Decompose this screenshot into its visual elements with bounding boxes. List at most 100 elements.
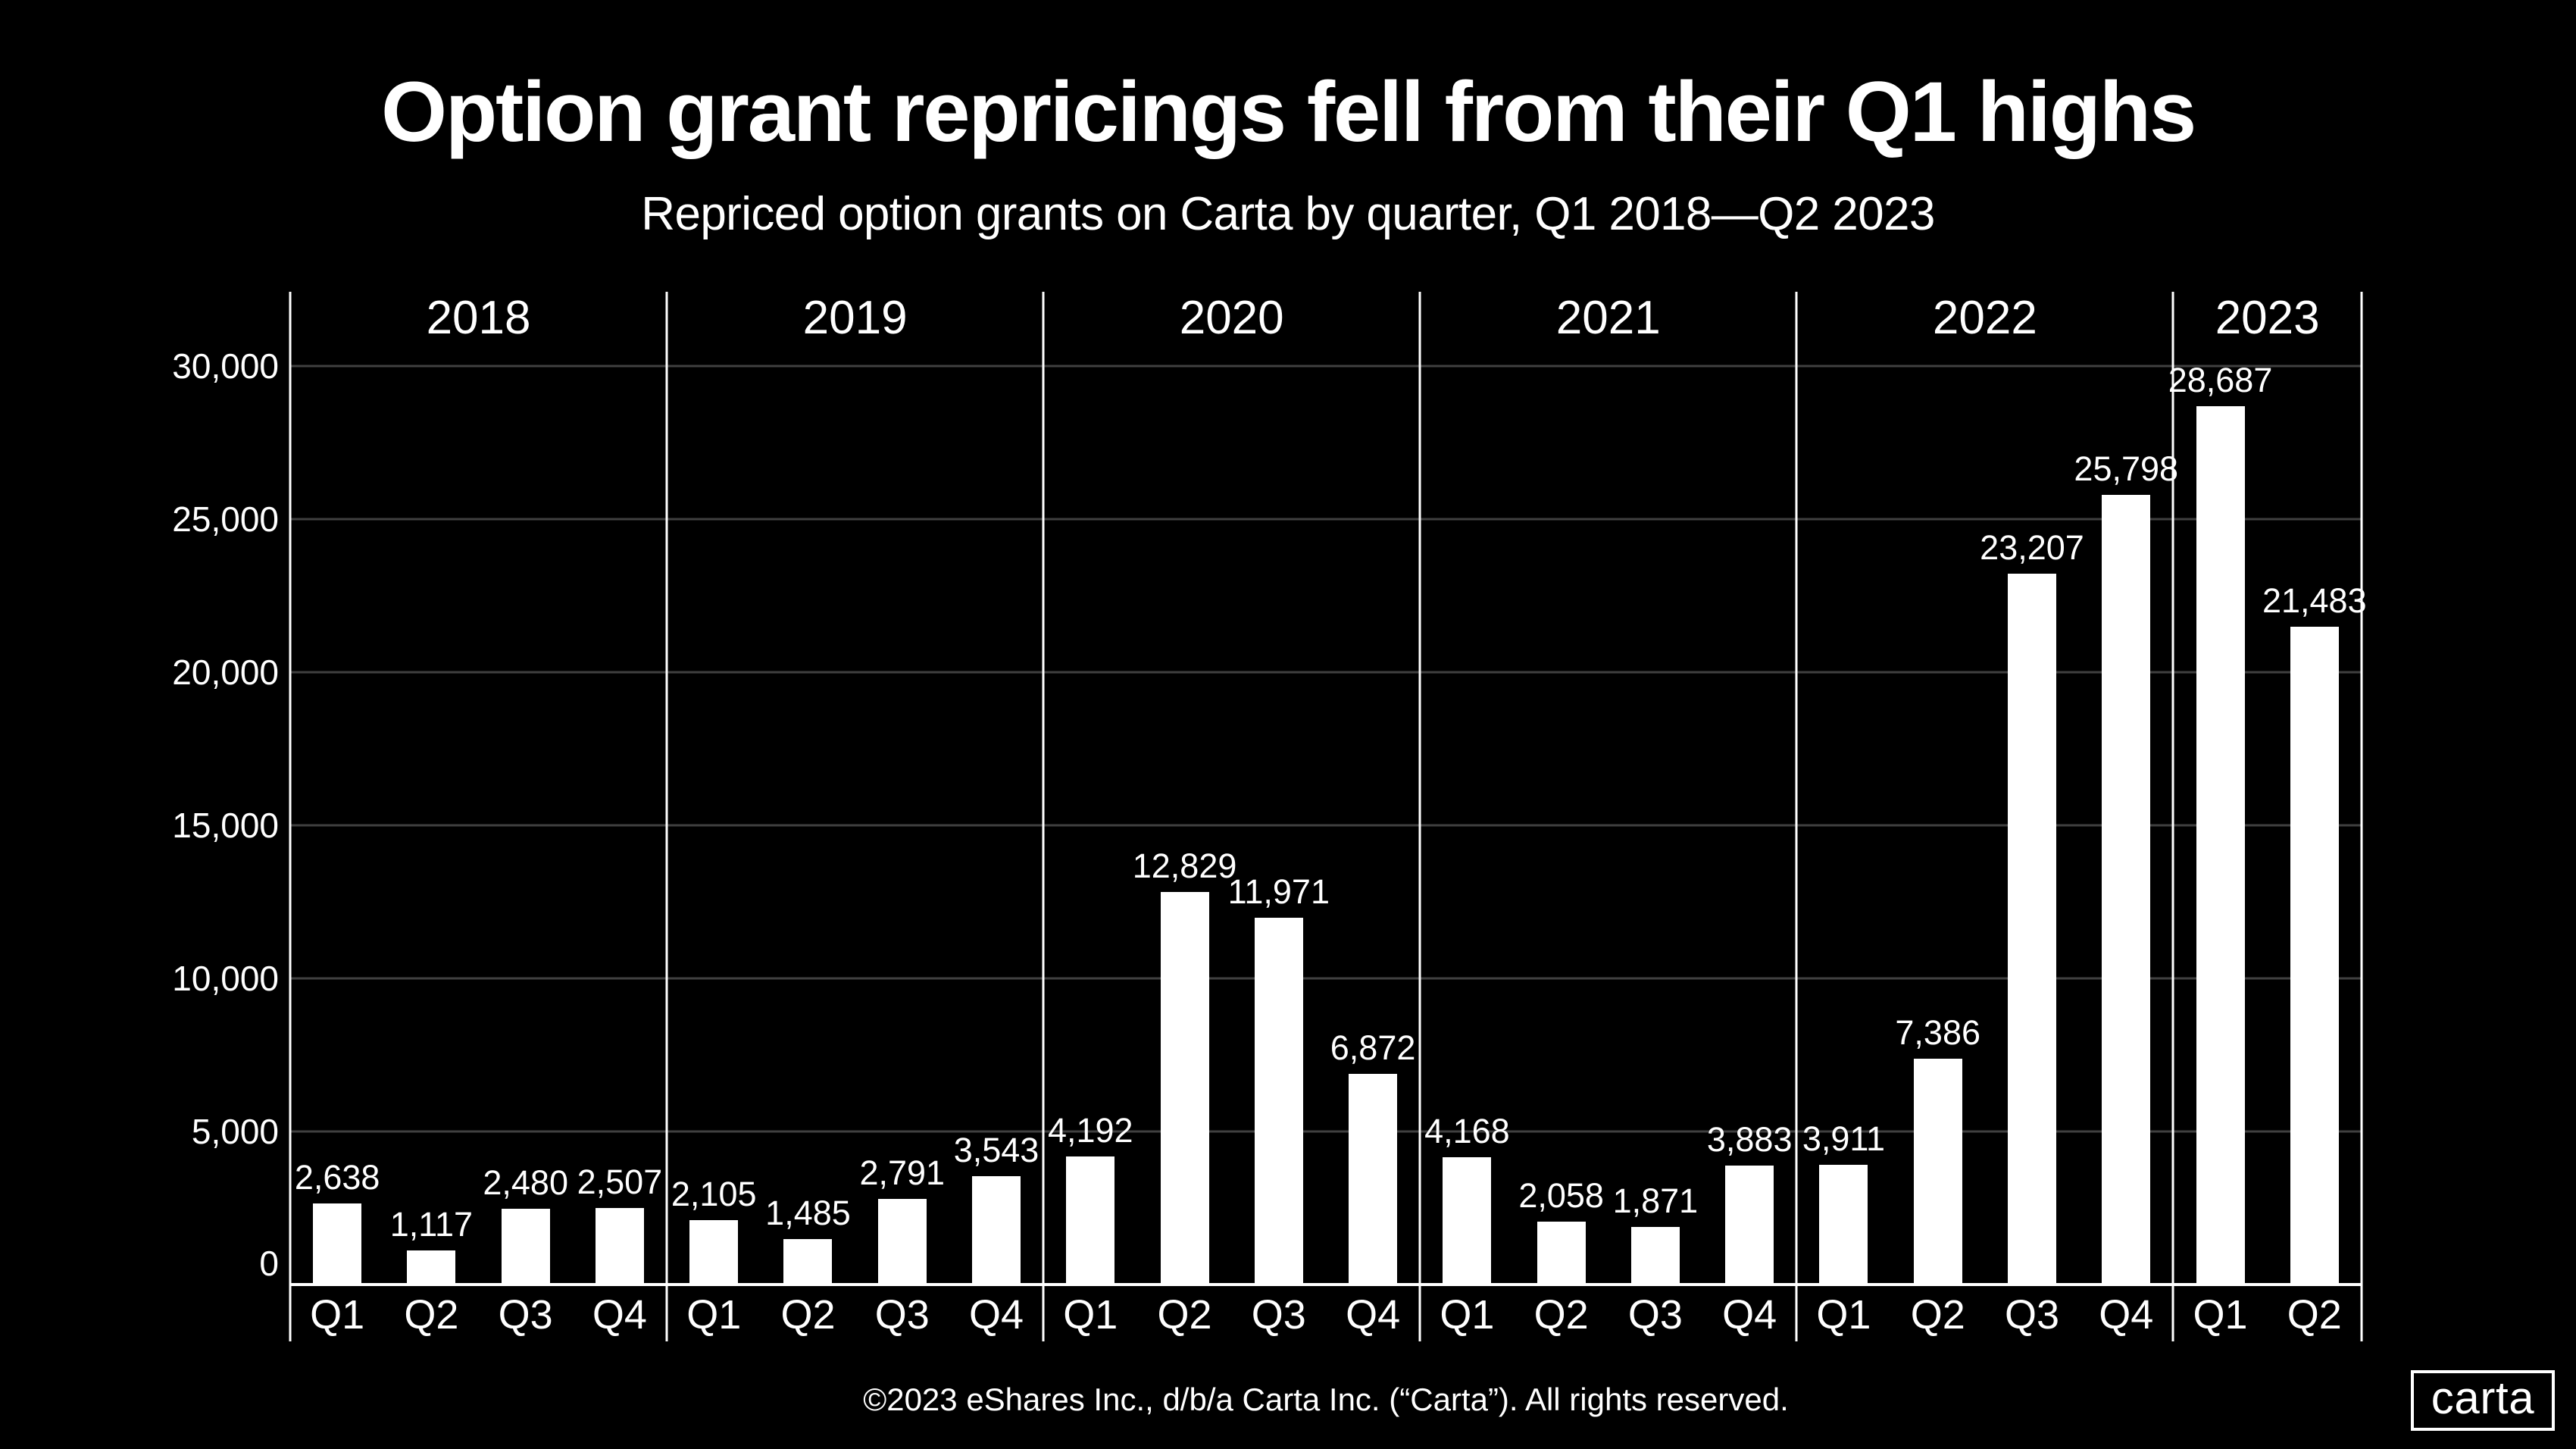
footer-copyright: ©2023 eShares Inc., d/b/a Carta Inc. (“C… [863,1382,1789,1417]
y-axis-tick-label: 10,000 [172,959,279,998]
x-axis-quarter-label: Q2 [404,1292,459,1338]
bar-value-label: 2,791 [859,1153,946,1193]
bar-2021-q1 [1443,1156,1492,1285]
x-axis-quarter-label: Q3 [1627,1292,1683,1338]
bar-value-label: 7,386 [1895,1012,1981,1052]
x-axis-quarter-label: Q4 [2099,1292,2154,1338]
x-axis-quarter-label: Q2 [2287,1292,2342,1338]
bar-2019-q3 [877,1199,927,1285]
bar-2018-q4 [595,1207,644,1285]
year-separator-line [1795,292,1798,1341]
bar-value-label: 25,798 [2074,449,2179,488]
bar-value-label: 3,911 [1802,1119,1886,1158]
x-axis-quarter-label: Q3 [2004,1292,2060,1338]
carta-logo: carta [2411,1370,2555,1431]
x-axis-quarter-label: Q2 [780,1292,836,1338]
bar-value-label: 2,480 [483,1163,568,1202]
chart-title: Option grant repricings fell from their … [380,64,2196,159]
x-axis-quarter-label: Q2 [1910,1292,1965,1338]
year-label-2022: 2022 [1932,292,2037,344]
bar-2018-q1 [313,1203,362,1285]
bar-value-label: 28,687 [2168,361,2273,400]
chart-subtitle: Repriced option grants on Carta by quart… [641,188,1935,240]
bar-value-label: 2,507 [577,1162,663,1201]
year-separator-line [2360,292,2363,1341]
bar-value-label: 3,883 [1706,1120,1793,1160]
bar-value-label: 6,872 [1330,1028,1416,1068]
y-axis-tick-label: 15,000 [172,806,279,845]
x-axis-quarter-label: Q4 [592,1292,647,1338]
year-separator-line [2171,292,2174,1341]
bar-value-label: 2,058 [1518,1175,1604,1215]
x-axis-quarter-label: Q1 [686,1292,742,1338]
x-axis-quarter-label: Q4 [968,1292,1024,1338]
y-gridline [290,671,2362,674]
y-axis-line [289,292,292,1341]
bar-value-label: 2,638 [294,1158,380,1197]
x-axis-quarter-label: Q2 [1157,1292,1212,1338]
bar-2018-q3 [501,1208,550,1285]
y-axis-tick-label: 0 [259,1244,279,1283]
bar-value-label: 3,543 [953,1130,1039,1169]
year-label-2021: 2021 [1555,292,1661,344]
x-axis-quarter-label: Q3 [874,1292,930,1338]
bar-2021-q3 [1630,1227,1680,1285]
bar-2019-q2 [783,1239,833,1285]
bar-value-label: 2,105 [671,1174,757,1213]
bar-value-label: 11,971 [1227,872,1330,912]
y-gridline [290,824,2362,827]
bar-value-label: 4,192 [1047,1110,1133,1150]
bar-2020-q3 [1254,918,1303,1285]
bar-2020-q1 [1066,1156,1115,1285]
bar-value-label: 23,207 [1980,528,2084,568]
x-axis-quarter-label: Q4 [1346,1292,1401,1338]
y-gridline [290,518,2362,521]
bar-2022-q4 [2102,494,2151,1285]
bar-value-label: 4,168 [1424,1111,1510,1150]
x-axis-quarter-label: Q1 [2193,1292,2248,1338]
x-axis-quarter-label: Q3 [498,1292,553,1338]
x-axis-quarter-label: Q4 [1722,1292,1777,1338]
y-axis-tick-label: 20,000 [172,653,279,692]
year-separator-line [1418,292,1421,1341]
x-axis-quarter-label: Q2 [1533,1292,1589,1338]
bar-2021-q2 [1537,1221,1586,1285]
y-axis-tick-label: 30,000 [172,346,279,386]
x-axis-quarter-label: Q1 [310,1292,365,1338]
x-axis-baseline [290,1283,2362,1286]
x-axis-quarter-label: Q3 [1251,1292,1306,1338]
bar-value-label: 12,829 [1132,846,1237,885]
y-gridline [290,977,2362,980]
y-axis-tick-label: 25,000 [172,499,279,539]
y-axis-tick-label: 5,000 [191,1112,279,1151]
bar-2019-q1 [689,1219,739,1285]
bar-2021-q4 [1725,1166,1774,1285]
carta-logo-text: carta [2431,1372,2535,1423]
y-gridline [290,365,2362,368]
bar-value-label: 21,483 [2262,581,2367,621]
bar-2022-q1 [1819,1164,1868,1285]
bar-value-label: 1,117 [389,1204,474,1244]
bar-2023-q1 [2196,406,2245,1285]
year-separator-line [665,292,668,1341]
bar-2020-q4 [1349,1074,1398,1285]
bar-2020-q2 [1160,891,1209,1285]
x-axis-quarter-label: Q1 [1816,1292,1871,1338]
year-label-2019: 2019 [802,292,908,344]
bar-value-label: 1,485 [765,1194,851,1233]
x-axis-quarter-label: Q1 [1063,1292,1118,1338]
x-axis-quarter-label: Q1 [1440,1292,1495,1338]
bar-2019-q4 [972,1175,1021,1285]
year-label-2018: 2018 [426,292,531,344]
bar-2018-q2 [407,1250,456,1285]
bar-value-label: 1,871 [1612,1181,1699,1221]
y-gridline [290,1130,2362,1133]
bar-2022-q3 [2007,574,2056,1285]
year-separator-line [1042,292,1045,1341]
bar-2022-q2 [1913,1058,1962,1285]
year-label-2020: 2020 [1179,292,1284,344]
year-label-2023: 2023 [2215,292,2320,344]
bar-2023-q2 [2290,627,2339,1285]
